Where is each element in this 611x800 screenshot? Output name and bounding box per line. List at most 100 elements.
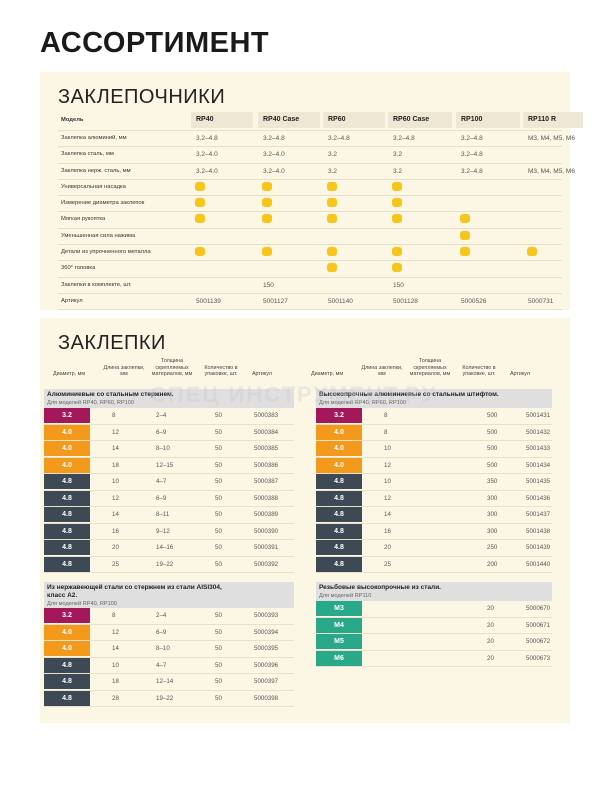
riveters-row-label: Универсальная насадка	[61, 183, 126, 190]
table-cell: 50	[215, 445, 222, 452]
table-row: 4.8 12 6–9 50 5000388	[44, 490, 294, 507]
table-row: 4.8 10 4–7 50 5000387	[44, 474, 294, 491]
rivets-right-header: Толщина скрепляемых материалов, мм	[409, 358, 451, 378]
diameter-badge: 4.8	[44, 674, 90, 689]
table-cell: 5000394	[254, 628, 279, 636]
table-cell: 4–7	[156, 478, 167, 485]
riveters-cell: 3.2–4.8	[461, 151, 483, 159]
table-cell: 5001434	[526, 461, 551, 469]
feature-dot-icon	[460, 230, 470, 240]
riveters-row: Уменьшенная сила нажима	[58, 229, 562, 246]
riveters-row: Измерение диаметра заклепок	[58, 196, 562, 213]
feature-dot-icon	[392, 263, 402, 273]
riveters-cell: 3.2–4.0	[263, 167, 285, 175]
riveters-row: Мягкая рукоятка	[58, 212, 562, 229]
table-cell: 20	[487, 605, 494, 612]
table-cell: 5000385	[254, 445, 279, 452]
table-row: M6 20 5000673	[316, 650, 552, 667]
rivets-right-header: Длина заклепки, мм	[361, 364, 403, 378]
table-row: 4.8 25 200 5001440	[316, 556, 552, 573]
threaded-rivets-table: Резьбовые высокопрочные из стали. Для мод…	[316, 582, 552, 667]
riveters-row-label: Мягкая рукоятка	[61, 216, 106, 223]
table-row: 4.8 25 19–22 50 5000392	[44, 556, 294, 573]
riveters-row-label: Артикул	[61, 297, 83, 304]
riveters-cell: 5000526	[461, 297, 487, 305]
feature-dot-icon	[262, 247, 272, 257]
table-row: 4.0 12 500 5001434	[316, 457, 552, 474]
rivets-title: ЗАКЛЕПКИ	[58, 332, 166, 354]
diameter-badge: M6	[316, 650, 362, 666]
table-cell: 8–10	[156, 645, 170, 652]
diameter-badge: 4.8	[316, 540, 362, 555]
table-cell: 5000388	[254, 494, 279, 502]
high-strength-rivets-table-section-subtitle: Для моделей RP40, RP60, RP100	[319, 400, 407, 406]
table-cell: 2–4	[156, 412, 167, 419]
table-cell: 5001439	[526, 544, 551, 551]
table-cell: 12–14	[156, 678, 174, 685]
table-cell: 5000672	[526, 638, 551, 645]
stainless-rivets-table-section-title: Из нержавеющей стали со стержнем из стал…	[47, 584, 222, 591]
table-cell: 14	[112, 511, 119, 518]
watermark: СПЕЦ ИНСТРУМЕНТ.РУ	[150, 382, 438, 407]
table-cell: 5001433	[526, 445, 551, 452]
stainless-rivets-table-section-title-2: класс А2.	[47, 592, 78, 599]
riveters-cell: 150	[393, 281, 404, 289]
table-cell: 12	[384, 461, 391, 469]
table-cell: 500	[487, 445, 498, 452]
table-cell: 50	[215, 560, 222, 568]
feature-dot-icon	[262, 214, 272, 224]
table-cell: 9–12	[156, 527, 170, 535]
feature-dot-icon	[327, 214, 337, 224]
riveters-cell: 3.2	[328, 167, 338, 175]
table-cell: 5000392	[254, 560, 279, 568]
table-row: 3.2 8 500 5001431	[316, 408, 552, 425]
table-cell: 50	[215, 612, 222, 619]
table-row: 4.8 14 300 5001437	[316, 507, 552, 524]
rivets-left-header: Артикул	[251, 371, 273, 378]
feature-dot-icon	[392, 198, 402, 208]
aluminum-rivets-table: Алюминиевые со стальным стержнем. Для мод…	[44, 389, 294, 573]
riveters-cell: 3.2–4.8	[196, 135, 218, 142]
table-cell: 10	[384, 445, 391, 452]
table-cell: 5000390	[254, 527, 279, 535]
stainless-rivets-table: Из нержавеющей стали со стержнем из стал…	[44, 582, 294, 707]
diameter-badge: 4.0	[316, 457, 362, 473]
rivets-panel: ЗАКЛЕПКИ Диаметр, мм Длина заклепки, мм То…	[40, 318, 570, 723]
riveters-cell: M3, M4, M5, M6	[528, 135, 575, 142]
threaded-rivets-table-section-header: Резьбовые высокопрочные из стали. Для мод…	[316, 582, 552, 601]
feature-dot-icon	[327, 247, 337, 257]
riveters-row: Заклепка алюминий, мм 3.2–4.8 3.2–4.8 3.2–4…	[58, 131, 575, 148]
table-cell: 50	[215, 527, 222, 535]
riveters-row: Детали из упрочненного металла	[58, 245, 562, 262]
diameter-badge: 4.0	[44, 424, 90, 440]
riveters-row-label: Заклепка алюминий, мм	[61, 135, 127, 141]
riveters-cell: 3.2–4.8	[263, 135, 285, 142]
diameter-badge: 3.2	[44, 408, 90, 423]
diameter-badge: 4.8	[316, 556, 362, 572]
table-cell: 50	[215, 461, 222, 469]
table-row: M5 20 5000672	[316, 634, 552, 651]
table-row: 4.8 18 12–14 50 5000397	[44, 674, 294, 691]
table-row: M4 20 5000671	[316, 617, 552, 634]
table-cell: 8–10	[156, 445, 170, 452]
table-cell: 5000384	[254, 428, 279, 436]
diameter-badge: 4.8	[44, 490, 90, 506]
table-cell: 5000391	[254, 544, 279, 551]
riveters-cell: 5001140	[328, 297, 353, 305]
table-cell: 6–9	[156, 628, 167, 636]
aluminum-rivets-table-section-header: Алюминиевые со стальным стержнем. Для мод…	[44, 389, 294, 408]
table-cell: 16	[112, 527, 119, 535]
riveters-row-label: Заклепки в комплекте, шт.	[61, 281, 132, 288]
table-row: 4.8 16 300 5001438	[316, 523, 552, 540]
riveters-row-label: 360° головка	[61, 265, 96, 272]
page-title: АССОРТИМЕНТ	[40, 27, 270, 59]
riveters-cell: 5000731	[528, 297, 554, 305]
table-cell: 19–22	[156, 560, 174, 568]
diameter-badge: 4.0	[316, 441, 362, 456]
table-row: 4.8 10 350 5001435	[316, 474, 552, 491]
rivets-right-header: Диаметр, мм	[310, 371, 344, 378]
model-header-rp100: RP100	[456, 112, 520, 128]
table-cell: 500	[487, 412, 498, 419]
diameter-badge: M4	[316, 617, 362, 633]
table-row: 4.8 20 250 5001439	[316, 540, 552, 557]
